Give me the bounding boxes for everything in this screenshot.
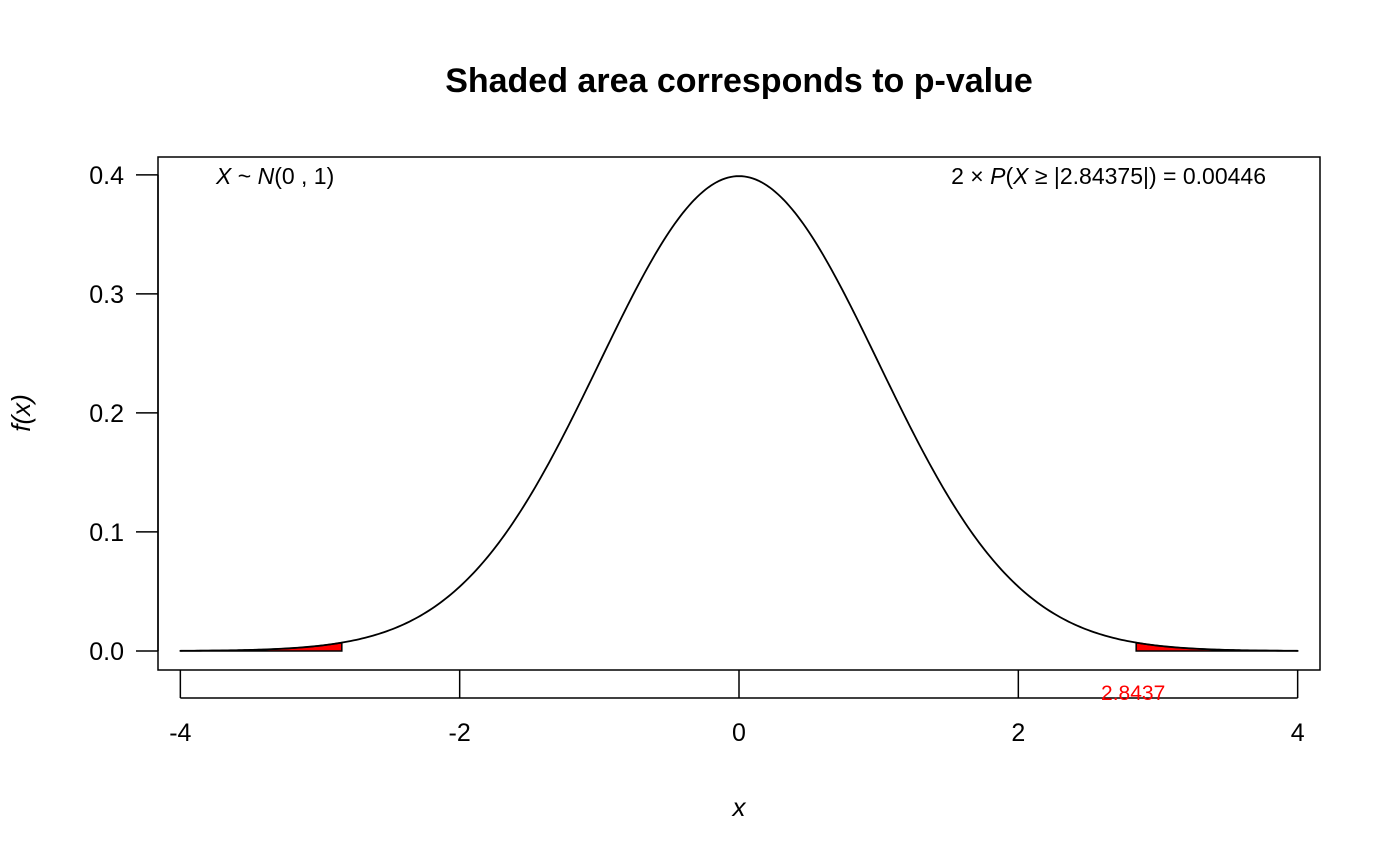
chart-title: Shaded area corresponds to p-value bbox=[445, 62, 1033, 100]
distribution-name: N bbox=[258, 163, 275, 189]
pvalue-rest: ≥ |2.84375|) = 0.00446 bbox=[1028, 163, 1266, 189]
y-tick-label: 0.2 bbox=[89, 400, 124, 428]
plot-frame bbox=[157, 156, 1321, 671]
distribution-tilde: ~ bbox=[231, 163, 257, 189]
pvalue-open: ( bbox=[1005, 163, 1013, 189]
x-tick-label: 0 bbox=[732, 719, 746, 747]
y-tick-label: 0.4 bbox=[89, 162, 124, 190]
y-tick-label: 0.1 bbox=[89, 519, 124, 547]
shaded-regions bbox=[179, 641, 1299, 652]
pvalue-annotation: 2 × P(X ≥ |2.84375|) = 0.00446 bbox=[951, 163, 1266, 189]
x-tick-label: 2 bbox=[1011, 719, 1025, 747]
pvalue-prefix: 2 × bbox=[951, 163, 990, 189]
x-axis: -4 -2 0 2 4 bbox=[169, 670, 1305, 747]
distribution-var: X bbox=[215, 163, 233, 189]
x-tick-label: -4 bbox=[169, 719, 191, 747]
pvalue-var: X bbox=[1012, 163, 1030, 189]
distribution-params: (0 , 1) bbox=[274, 163, 334, 189]
density-curve bbox=[180, 175, 1298, 652]
y-tick-label: 0.3 bbox=[89, 281, 124, 309]
y-axis-label: f(x) bbox=[6, 394, 36, 432]
critical-value-label: 2.8437 bbox=[1101, 682, 1165, 705]
pvalue-func: P bbox=[990, 163, 1006, 189]
distribution-annotation: X ~ N(0 , 1) bbox=[215, 163, 334, 189]
x-axis-label: x bbox=[731, 792, 747, 822]
y-tick-label: 0.0 bbox=[89, 638, 124, 666]
x-tick-label: 4 bbox=[1291, 719, 1305, 747]
x-tick-label: -2 bbox=[449, 719, 471, 747]
y-axis: 0.0 0.1 0.2 0.3 0.4 bbox=[89, 162, 159, 666]
